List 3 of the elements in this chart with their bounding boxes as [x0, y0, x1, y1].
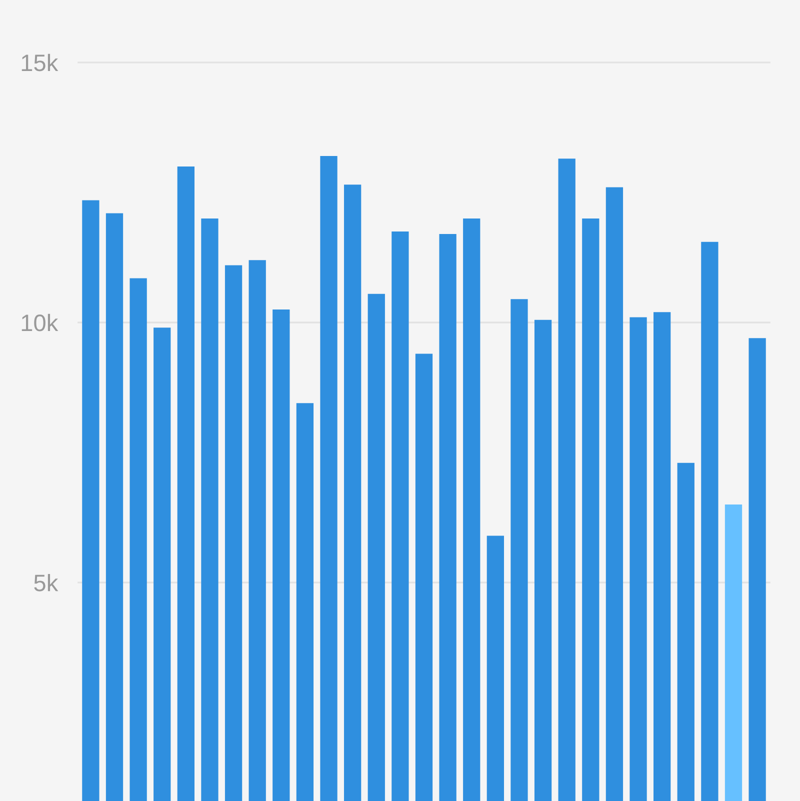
y-tick-label: 15k	[22, 54, 58, 72]
y-tick-label: 10k	[22, 314, 58, 332]
y-tick-label: 5k	[34, 574, 58, 592]
